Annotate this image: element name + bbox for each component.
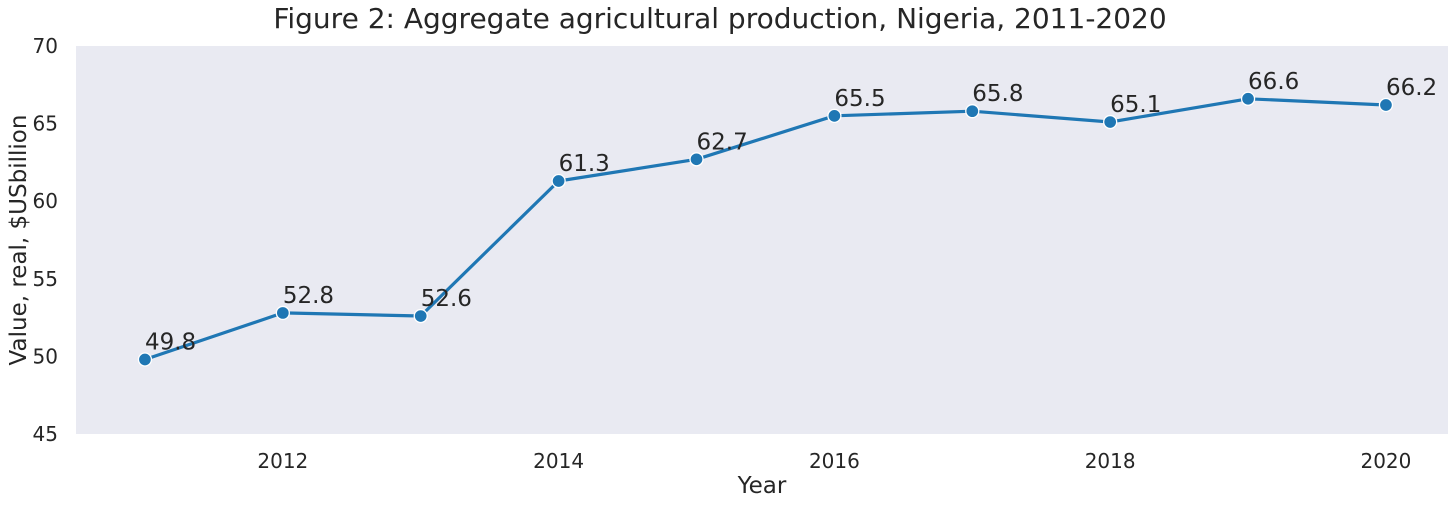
data-points xyxy=(137,91,1394,367)
y-axis-ticks: 45 50 55 60 65 70 xyxy=(33,34,58,446)
data-label: 62.7 xyxy=(697,129,748,155)
data-point xyxy=(827,108,842,123)
chart-title: Figure 2: Aggregate agricultural product… xyxy=(273,2,1166,35)
data-point xyxy=(551,173,566,189)
data-point xyxy=(689,152,704,167)
data-labels: 49.8 52.8 52.6 61.3 62.7 65.5 65.8 65.1 66.6 66.2 xyxy=(145,69,1437,356)
y-tick-label: 45 xyxy=(33,422,58,446)
data-point xyxy=(137,352,153,367)
data-label: 61.3 xyxy=(559,151,610,177)
y-axis-label: Value, real, $USbillion xyxy=(6,115,32,366)
plot-area xyxy=(76,46,1448,434)
data-point xyxy=(1240,91,1256,106)
x-tick-label: 2016 xyxy=(809,449,860,473)
data-label: 66.6 xyxy=(1248,69,1299,95)
x-tick-label: 2020 xyxy=(1360,449,1411,473)
x-tick-label: 2012 xyxy=(257,449,308,473)
data-point xyxy=(275,305,290,321)
y-tick-label: 55 xyxy=(33,267,58,291)
y-tick-label: 60 xyxy=(33,189,58,213)
x-tick-label: 2018 xyxy=(1085,449,1136,473)
data-label: 66.2 xyxy=(1386,75,1437,101)
data-label: 65.1 xyxy=(1110,92,1161,118)
data-point xyxy=(965,104,980,119)
x-axis-ticks: 2012 2014 2016 2018 2020 xyxy=(257,449,1411,473)
y-tick-label: 50 xyxy=(33,344,58,368)
data-label: 65.8 xyxy=(972,81,1023,107)
data-point xyxy=(413,308,428,324)
data-label: 52.8 xyxy=(283,283,334,309)
series-line xyxy=(144,97,1386,362)
y-tick-label: 65 xyxy=(33,112,58,136)
x-axis-label: Year xyxy=(737,473,787,499)
data-point xyxy=(1378,97,1394,113)
data-label: 65.5 xyxy=(834,86,885,112)
x-tick-label: 2014 xyxy=(533,449,584,473)
y-tick-label: 70 xyxy=(33,34,58,58)
data-label: 49.8 xyxy=(145,330,196,356)
data-label: 52.6 xyxy=(421,286,472,312)
data-point xyxy=(1103,114,1118,130)
